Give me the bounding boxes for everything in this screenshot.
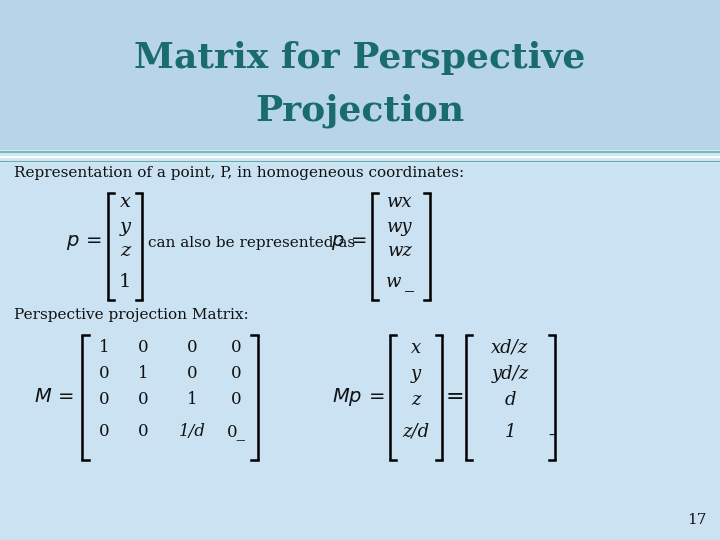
Text: 1: 1 xyxy=(186,392,197,408)
Text: Projection: Projection xyxy=(256,93,464,128)
Text: $p\,=$: $p\,=$ xyxy=(331,233,367,253)
Text: Representation of a point, P, in homogeneous coordinates:: Representation of a point, P, in homogen… xyxy=(14,166,464,180)
FancyBboxPatch shape xyxy=(0,150,720,164)
Text: 1: 1 xyxy=(99,340,109,356)
Text: 0: 0 xyxy=(138,340,148,356)
Text: 0: 0 xyxy=(99,366,109,382)
Text: xd/z: xd/z xyxy=(491,339,528,357)
Text: Perspective projection Matrix:: Perspective projection Matrix: xyxy=(14,308,248,322)
Text: z: z xyxy=(411,391,420,409)
Text: 0: 0 xyxy=(138,423,148,441)
Text: wz: wz xyxy=(387,242,413,260)
Text: Matrix for Perspective: Matrix for Perspective xyxy=(135,42,585,76)
Text: 0: 0 xyxy=(138,392,148,408)
Text: z/d: z/d xyxy=(402,423,430,441)
Text: 0: 0 xyxy=(186,340,197,356)
Text: $p\,=$: $p\,=$ xyxy=(66,233,102,253)
Text: x: x xyxy=(120,193,130,211)
Text: 1/d: 1/d xyxy=(179,423,205,441)
Text: wy: wy xyxy=(387,218,413,236)
Text: 0: 0 xyxy=(99,423,109,441)
Text: 0: 0 xyxy=(99,392,109,408)
Text: –: – xyxy=(548,429,555,443)
Text: x: x xyxy=(411,339,421,357)
Text: 0_: 0_ xyxy=(227,423,246,441)
Text: d: d xyxy=(504,391,516,409)
FancyBboxPatch shape xyxy=(0,0,720,154)
Text: 1: 1 xyxy=(504,423,516,441)
Text: 0: 0 xyxy=(186,366,197,382)
Text: 0: 0 xyxy=(230,340,241,356)
Text: y: y xyxy=(411,365,421,383)
Text: wx: wx xyxy=(387,193,413,211)
Text: z: z xyxy=(120,242,130,260)
Text: $M\,=$: $M\,=$ xyxy=(34,388,74,406)
Text: yd/z: yd/z xyxy=(491,365,528,383)
Text: w _: w _ xyxy=(386,273,414,291)
Text: =: = xyxy=(446,386,464,408)
Text: 0: 0 xyxy=(230,366,241,382)
Text: 17: 17 xyxy=(688,513,707,527)
Text: 0: 0 xyxy=(230,392,241,408)
Text: 1: 1 xyxy=(138,366,148,382)
Text: can also be represented as: can also be represented as xyxy=(148,236,355,250)
Text: y: y xyxy=(120,218,130,236)
Text: $Mp\,=$: $Mp\,=$ xyxy=(333,386,385,408)
Text: 1: 1 xyxy=(119,273,131,291)
